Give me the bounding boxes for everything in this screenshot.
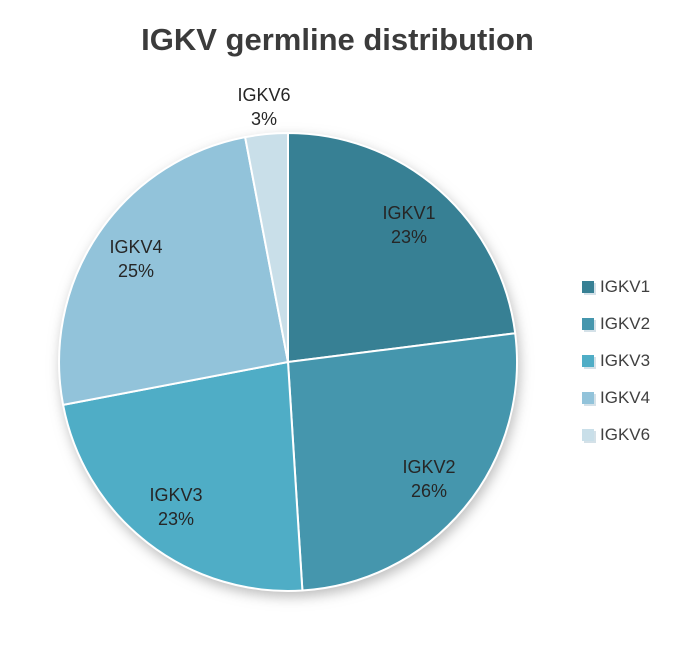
pie-slice-IGKV2 (287, 332, 518, 592)
legend-item-IGKV4: IGKV4 (582, 379, 650, 416)
legend-marker-icon (582, 280, 594, 293)
pie-slice-IGKV6 (244, 132, 289, 363)
legend-label: IGKV6 (600, 424, 651, 444)
legend-marker-icon (582, 428, 594, 441)
pie-slice-IGKV1 (287, 132, 517, 363)
legend-marker-icon (582, 354, 594, 367)
legend-item-IGKV1: IGKV1 (582, 268, 650, 305)
legend-item-IGKV3: IGKV3 (582, 342, 650, 379)
chart-legend: IGKV1 IGKV2 IGKV3 IGKV4 IGKV6 (582, 268, 650, 453)
legend-marker-icon (582, 391, 594, 404)
legend-marker-icon (582, 317, 594, 330)
legend-label: IGKV2 (600, 313, 651, 333)
pie-slice-IGKV3 (62, 361, 304, 592)
chart-title: IGKV germline distribution (141, 22, 534, 57)
pie-slice-IGKV4 (58, 136, 289, 406)
legend-item-IGKV2: IGKV2 (582, 305, 650, 342)
legend-label: IGKV4 (600, 387, 651, 407)
legend-item-IGKV6: IGKV6 (582, 416, 650, 453)
legend-label: IGKV3 (600, 350, 651, 370)
legend-label: IGKV1 (600, 276, 651, 296)
